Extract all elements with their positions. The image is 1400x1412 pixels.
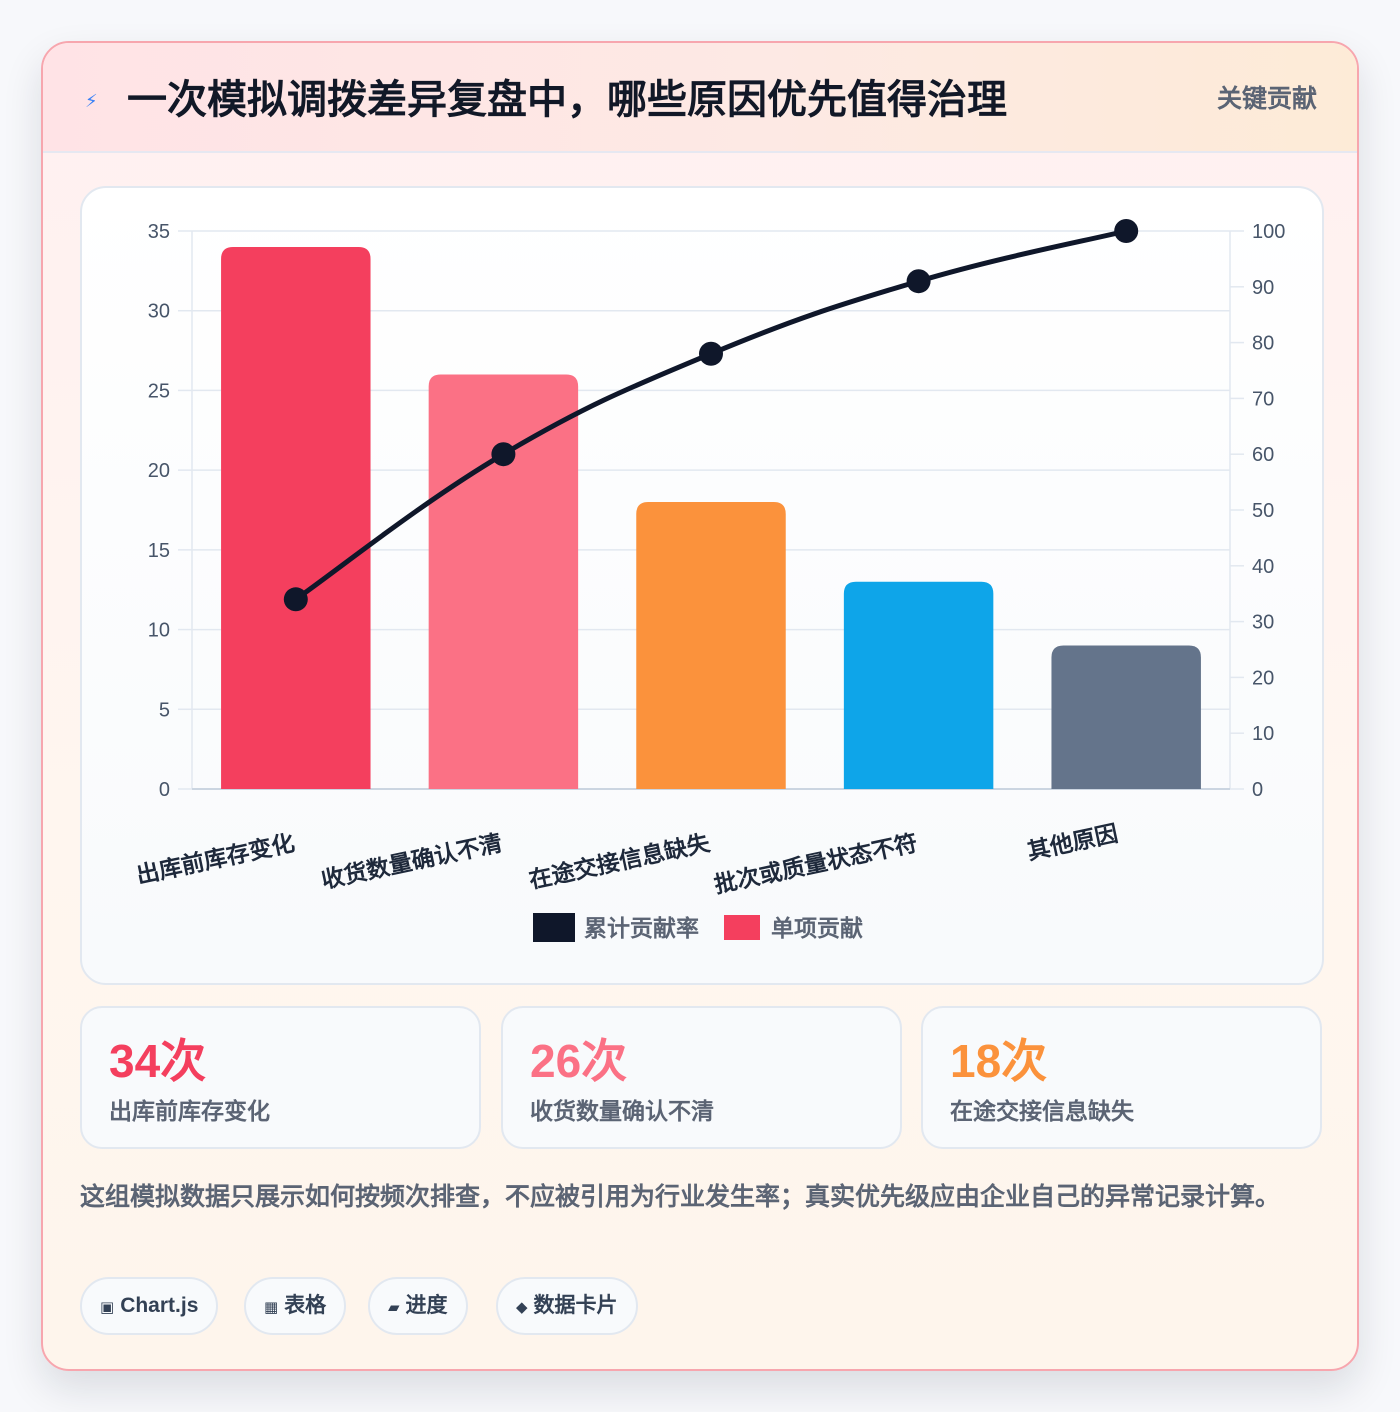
y-tick-left: 30: [148, 301, 170, 323]
y-tick-left: 25: [148, 380, 170, 402]
disclaimer-note: 这组模拟数据只展示如何按频次排查，不应被引用为行业发生率；真实优先级应由企业自己…: [80, 1183, 1281, 1211]
line-point: [283, 587, 308, 612]
line-point: [906, 269, 931, 294]
data-card-icon: ◆: [516, 1299, 528, 1316]
chip-chartjs[interactable]: ▣ Chart.js: [80, 1277, 219, 1335]
stat-label: 收货数量确认不清: [530, 1098, 714, 1124]
bar: [221, 246, 371, 789]
stat-value: 26次: [530, 1035, 628, 1087]
chip-label: 数据卡片: [533, 1294, 618, 1317]
legend-label: 累计贡献率: [584, 915, 699, 941]
y-tick-right: 20: [1252, 667, 1274, 689]
bar: [1051, 645, 1201, 789]
line-point: [491, 442, 516, 467]
chip-label: 表格: [284, 1294, 327, 1317]
line-point: [1114, 219, 1139, 243]
legend-swatch-line: [533, 913, 575, 942]
stat-label: 在途交接信息缺失: [950, 1098, 1134, 1124]
stat-card: 18次 在途交接信息缺失: [921, 1006, 1322, 1149]
legend-swatch-bar: [724, 915, 760, 940]
chip-data-card[interactable]: ◆ 数据卡片: [496, 1277, 638, 1335]
stat-card: 34次 出库前库存变化: [80, 1006, 481, 1149]
x-category-label: 其他原因: [1025, 820, 1120, 865]
bar: [428, 374, 579, 789]
stat-value: 34次: [109, 1035, 207, 1087]
stat-label: 出库前库存变化: [109, 1098, 270, 1124]
card-header: ⚡ 一次模拟调拨差异复盘中，哪些原因优先值得治理 关键贡献: [43, 43, 1357, 153]
progress-icon: ▰: [388, 1299, 400, 1316]
y-tick-right: 0: [1252, 779, 1263, 801]
y-tick-right: 50: [1252, 500, 1274, 522]
y-tick-right: 70: [1252, 388, 1274, 410]
page-title: 一次模拟调拨差异复盘中，哪些原因优先值得治理: [127, 78, 1007, 122]
y-tick-right: 60: [1252, 444, 1274, 466]
report-card: ⚡ 一次模拟调拨差异复盘中，哪些原因优先值得治理 关键贡献 0 5 10 15 20 25…: [41, 41, 1359, 1371]
table-icon: ▦: [264, 1299, 279, 1316]
stat-cards: 34次 出库前库存变化 26次 收货数量确认不清 18次 在途交接信息缺失: [80, 1006, 1324, 1149]
line-point: [699, 341, 723, 366]
y-tick-right: 100: [1252, 221, 1285, 243]
chip-progress[interactable]: ▰ 进度: [368, 1277, 468, 1335]
y-tick-right: 30: [1252, 612, 1274, 634]
lightning-icon: ⚡: [85, 91, 98, 111]
bar: [636, 502, 786, 789]
chip-label: 进度: [405, 1294, 448, 1317]
y-tick-right: 10: [1252, 723, 1274, 745]
x-category-label: 在途交接信息缺失: [527, 829, 713, 893]
chip-label: Chart.js: [120, 1294, 199, 1317]
pareto-chart: 0 5 10 15 20 25 30 35 0 10 20 30 40 50 60 70 80 90 100 出库前库…: [134, 219, 1285, 942]
x-category-label: 批次或质量状态不符: [712, 829, 920, 897]
y-tick-left: 0: [159, 779, 170, 801]
y-tick-right: 40: [1252, 556, 1274, 578]
y-tick-left: 35: [148, 221, 170, 243]
chip-table[interactable]: ▦ 表格: [244, 1277, 347, 1335]
x-category-label: 出库前库存变化: [134, 829, 297, 888]
x-category-label: 收货数量确认不清: [319, 829, 504, 893]
y-tick-left: 15: [148, 540, 170, 562]
tech-chips: ▣ Chart.js ▦ 表格 ▰ 进度 ◆ 数据卡片: [80, 1277, 1330, 1335]
stat-card: 26次 收货数量确认不清: [501, 1006, 902, 1149]
chart-panel: 0 5 10 15 20 25 30 35 0 10 20 30 40 50 60 70 80 90 100 出库前库…: [80, 186, 1324, 985]
chart-icon: ▣: [100, 1299, 115, 1316]
bar: [843, 581, 994, 789]
y-tick-left: 20: [148, 460, 170, 482]
y-tick-left: 5: [159, 699, 170, 721]
legend-label: 单项贡献: [771, 915, 863, 941]
header-tag: 关键贡献: [1216, 85, 1317, 113]
stat-value: 18次: [950, 1035, 1048, 1087]
y-tick-right: 90: [1252, 277, 1274, 299]
y-tick-right: 80: [1252, 333, 1274, 355]
y-tick-left: 10: [148, 620, 170, 642]
